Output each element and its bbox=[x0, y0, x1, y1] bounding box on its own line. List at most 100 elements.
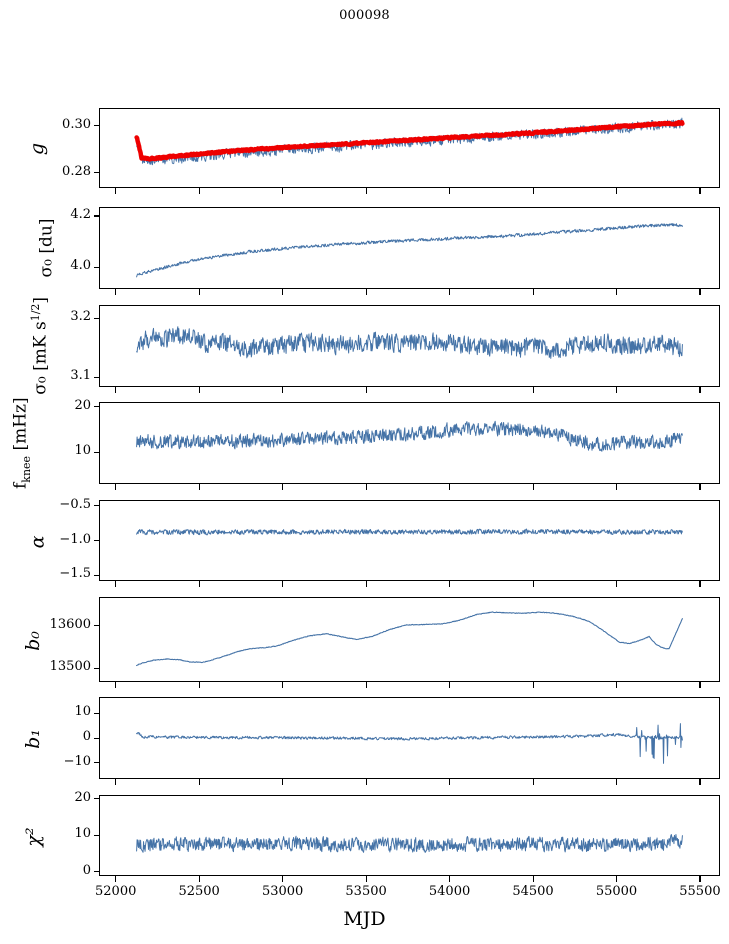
y-tick-label: 10 bbox=[74, 704, 91, 720]
x-tick-mark bbox=[699, 682, 701, 688]
x-tick-label: 52000 bbox=[95, 884, 137, 899]
y-axis-label-panel-2: σ₀ [du] bbox=[35, 218, 56, 278]
series-f-knee bbox=[136, 420, 683, 452]
x-tick-mark bbox=[198, 581, 200, 587]
y-tick-label: −10 bbox=[63, 753, 91, 769]
x-tick-mark bbox=[449, 484, 451, 490]
y-axis-label-text: f bbox=[10, 482, 31, 490]
y-tick-mark bbox=[93, 266, 99, 268]
series-b1 bbox=[136, 723, 683, 764]
y-tick-mark bbox=[93, 834, 99, 836]
x-tick-mark bbox=[198, 876, 200, 882]
x-tick-mark bbox=[365, 876, 367, 882]
plot-panel-1 bbox=[99, 108, 720, 188]
x-tick-mark bbox=[282, 387, 284, 393]
x-tick-mark bbox=[699, 387, 701, 393]
x-tick-mark bbox=[115, 484, 117, 490]
x-axis-label: MJD bbox=[343, 908, 386, 930]
x-tick-mark bbox=[115, 779, 117, 785]
plot-panel-2 bbox=[99, 207, 720, 289]
x-tick-mark bbox=[532, 876, 534, 882]
x-tick-mark bbox=[532, 581, 534, 587]
y-tick-mark bbox=[93, 871, 99, 873]
x-tick-mark bbox=[616, 876, 618, 882]
y-tick-mark bbox=[93, 625, 99, 627]
plot-panel-4 bbox=[99, 402, 720, 484]
x-tick-mark bbox=[282, 682, 284, 688]
x-tick-mark bbox=[699, 779, 701, 785]
y-tick-mark bbox=[93, 376, 99, 378]
x-tick-mark bbox=[282, 484, 284, 490]
x-tick-mark bbox=[365, 387, 367, 393]
x-tick-mark bbox=[198, 188, 200, 194]
figure-title: 000098 bbox=[339, 8, 390, 23]
y-tick-label: 0 bbox=[82, 729, 91, 744]
x-tick-mark bbox=[449, 387, 451, 393]
y-tick-label: −1.0 bbox=[59, 531, 91, 547]
y-tick-mark bbox=[93, 406, 99, 408]
x-tick-mark bbox=[616, 484, 618, 490]
x-tick-label: 55000 bbox=[595, 884, 638, 899]
x-tick-mark bbox=[449, 581, 451, 587]
x-tick-mark bbox=[198, 682, 200, 688]
x-tick-mark bbox=[115, 682, 117, 688]
y-tick-label: 3.2 bbox=[70, 309, 91, 325]
y-tick-mark bbox=[93, 737, 99, 739]
x-tick-mark bbox=[532, 188, 534, 194]
x-tick-mark bbox=[449, 682, 451, 688]
y-tick-label: −0.5 bbox=[59, 496, 91, 512]
x-tick-mark bbox=[198, 289, 200, 295]
x-tick-mark bbox=[115, 387, 117, 393]
series-b0 bbox=[136, 611, 683, 667]
x-tick-mark bbox=[449, 779, 451, 785]
y-tick-label: 20 bbox=[74, 789, 91, 805]
y-tick-label: 0 bbox=[82, 862, 91, 878]
x-tick-mark bbox=[282, 581, 284, 587]
x-tick-label: 53500 bbox=[345, 884, 387, 899]
y-axis-label-panel-5: α bbox=[25, 535, 48, 548]
y-axis-label-text: σ₀ [mK s bbox=[30, 321, 51, 395]
x-tick-label: 54500 bbox=[512, 884, 554, 899]
plot-panel-5 bbox=[99, 500, 720, 581]
y-axis-label-panel-8: χ² bbox=[22, 826, 45, 847]
x-tick-mark bbox=[198, 779, 200, 785]
y-axis-label-panel-6: b₀ bbox=[21, 630, 44, 651]
y-tick-mark bbox=[93, 451, 99, 453]
x-tick-mark bbox=[532, 387, 534, 393]
series-gain-smooth bbox=[134, 119, 685, 162]
plot-panel-6 bbox=[99, 597, 720, 682]
x-tick-mark bbox=[198, 484, 200, 490]
y-tick-mark bbox=[93, 712, 99, 714]
series-sigma0-mk bbox=[136, 326, 683, 359]
x-tick-mark bbox=[365, 289, 367, 295]
y-tick-mark bbox=[93, 798, 99, 800]
y-axis-label-panel-3: σ₀ [mK s1/2] bbox=[29, 297, 51, 395]
y-tick-label: 0.28 bbox=[62, 163, 91, 179]
y-tick-label: 13600 bbox=[49, 616, 91, 632]
x-tick-mark bbox=[449, 188, 451, 194]
x-tick-mark bbox=[699, 484, 701, 490]
x-tick-mark bbox=[282, 188, 284, 194]
y-tick-label: 4.2 bbox=[70, 206, 91, 222]
x-tick-mark bbox=[282, 289, 284, 295]
y-axis-label-panel-4: fknee [mHz] bbox=[11, 397, 33, 489]
x-tick-mark bbox=[115, 581, 117, 587]
y-tick-mark bbox=[93, 172, 99, 174]
x-tick-mark bbox=[282, 876, 284, 882]
x-tick-mark bbox=[115, 188, 117, 194]
series-alpha bbox=[136, 528, 683, 536]
x-tick-label: 52500 bbox=[178, 884, 220, 899]
x-tick-mark bbox=[616, 289, 618, 295]
x-tick-mark bbox=[532, 289, 534, 295]
x-tick-mark bbox=[365, 581, 367, 587]
y-tick-label: 4.0 bbox=[70, 258, 91, 274]
x-tick-mark bbox=[532, 484, 534, 490]
x-tick-mark bbox=[365, 188, 367, 194]
y-axis-label-panel-7: b₁ bbox=[21, 729, 44, 749]
y-tick-mark bbox=[93, 762, 99, 764]
x-tick-mark bbox=[616, 779, 618, 785]
x-tick-label: 55500 bbox=[679, 884, 721, 899]
x-tick-mark bbox=[449, 876, 451, 882]
plot-panel-8 bbox=[99, 795, 720, 876]
